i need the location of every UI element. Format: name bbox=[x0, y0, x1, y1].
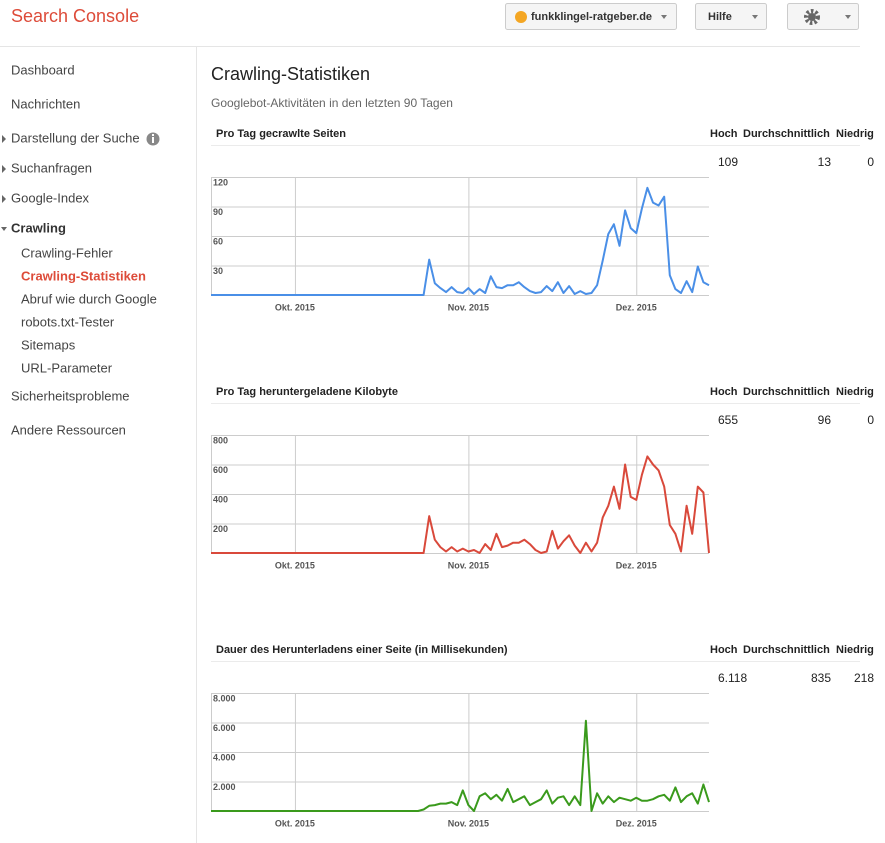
stat-value: 109 bbox=[718, 155, 738, 169]
x-tick-label: Nov. 2015 bbox=[448, 302, 489, 312]
nav-item[interactable]: Dashboard bbox=[11, 62, 75, 77]
data-line bbox=[211, 455, 710, 554]
stat-label: Hoch bbox=[710, 644, 738, 656]
y-tick-label: 8.000 bbox=[213, 693, 236, 703]
y-tick-label: 90 bbox=[213, 207, 223, 217]
y-tick-label: 6.000 bbox=[213, 723, 236, 733]
y-tick-label: 400 bbox=[213, 494, 228, 504]
y-tick-label: 4.000 bbox=[213, 752, 236, 762]
x-tick-label: Dez. 2015 bbox=[616, 560, 657, 570]
y-tick-label: 120 bbox=[213, 177, 228, 187]
data-line bbox=[211, 719, 710, 812]
stat-value: 96 bbox=[818, 413, 832, 427]
stat-value: 0 bbox=[867, 155, 874, 169]
chart-title: Pro Tag heruntergeladene Kilobyte bbox=[216, 386, 398, 398]
dropdown-arrow bbox=[661, 15, 667, 19]
stat-value: 13 bbox=[818, 155, 832, 169]
stat-value: 218 bbox=[854, 671, 874, 685]
stat-label: Niedrig bbox=[836, 644, 874, 656]
site-name[interactable]: funkklingel-ratgeber.de bbox=[531, 11, 652, 23]
dropdown-arrow bbox=[752, 15, 758, 19]
nav-item[interactable]: Google-Index bbox=[11, 190, 90, 205]
y-tick-label: 30 bbox=[213, 266, 223, 276]
settings-button[interactable] bbox=[787, 3, 859, 30]
gear-icon bbox=[804, 9, 820, 25]
dropdown-arrow bbox=[845, 15, 851, 19]
nav-item[interactable]: Sicherheitsprobleme bbox=[11, 388, 130, 403]
page-title: Crawling-Statistiken bbox=[211, 64, 370, 84]
app-title: Search Console bbox=[11, 6, 139, 26]
nav-subitem[interactable]: robots.txt-Tester bbox=[21, 314, 115, 329]
chart-title: Dauer des Herunterladens einer Seite (in… bbox=[216, 644, 508, 656]
stat-label: Niedrig bbox=[836, 386, 874, 398]
x-tick-label: Okt. 2015 bbox=[275, 818, 315, 828]
stat-value: 0 bbox=[867, 413, 874, 427]
y-tick-label: 60 bbox=[213, 236, 223, 246]
site-icon bbox=[515, 11, 527, 23]
help-label[interactable]: Hilfe bbox=[708, 11, 732, 23]
info-icon bbox=[152, 137, 154, 143]
nav-section[interactable]: Crawling bbox=[11, 220, 66, 235]
y-tick-label: 200 bbox=[213, 524, 228, 534]
gear-icon bbox=[808, 13, 816, 21]
nav-subitem[interactable]: URL-Parameter bbox=[21, 360, 113, 375]
stat-label: Niedrig bbox=[836, 128, 874, 140]
expand-arrow bbox=[2, 195, 6, 203]
nav-subitem[interactable]: Sitemaps bbox=[21, 337, 76, 352]
stat-value: 655 bbox=[718, 413, 738, 427]
stat-label: Hoch bbox=[710, 128, 738, 140]
x-tick-label: Nov. 2015 bbox=[448, 560, 489, 570]
x-tick-label: Okt. 2015 bbox=[275, 302, 315, 312]
stat-label: Hoch bbox=[710, 386, 738, 398]
y-tick-label: 2.000 bbox=[213, 782, 236, 792]
x-tick-label: Dez. 2015 bbox=[616, 818, 657, 828]
y-tick-label: 600 bbox=[213, 465, 228, 475]
nav-item[interactable]: Suchanfragen bbox=[11, 160, 92, 175]
stat-value: 835 bbox=[811, 671, 831, 685]
site-button[interactable] bbox=[505, 3, 677, 30]
nav-item[interactable]: Darstellung der Suche bbox=[11, 130, 140, 145]
nav-item[interactable]: Andere Ressourcen bbox=[11, 422, 126, 437]
collapse-arrow bbox=[1, 227, 7, 231]
x-tick-label: Okt. 2015 bbox=[275, 560, 315, 570]
chart-title: Pro Tag gecrawlte Seiten bbox=[216, 128, 346, 140]
stat-label: Durchschnittlich bbox=[743, 128, 830, 140]
x-tick-label: Nov. 2015 bbox=[448, 818, 489, 828]
data-line bbox=[211, 186, 710, 296]
nav-subitem[interactable]: Abruf wie durch Google bbox=[21, 291, 157, 306]
help-button[interactable] bbox=[695, 3, 767, 30]
stat-label: Durchschnittlich bbox=[743, 386, 830, 398]
y-tick-label: 800 bbox=[213, 435, 228, 445]
expand-arrow bbox=[2, 135, 6, 143]
stat-value: 6.118 bbox=[718, 671, 747, 685]
nav-item[interactable]: Nachrichten bbox=[11, 96, 80, 111]
stat-label: Durchschnittlich bbox=[743, 644, 830, 656]
page-subtitle: Googlebot-Aktivitäten in den letzten 90 … bbox=[211, 96, 453, 110]
nav-subitem[interactable]: Crawling-Fehler bbox=[21, 245, 113, 260]
x-tick-label: Dez. 2015 bbox=[616, 302, 657, 312]
nav-subitem[interactable]: Crawling-Statistiken bbox=[21, 268, 146, 283]
expand-arrow bbox=[2, 165, 6, 173]
info-icon bbox=[152, 134, 154, 136]
